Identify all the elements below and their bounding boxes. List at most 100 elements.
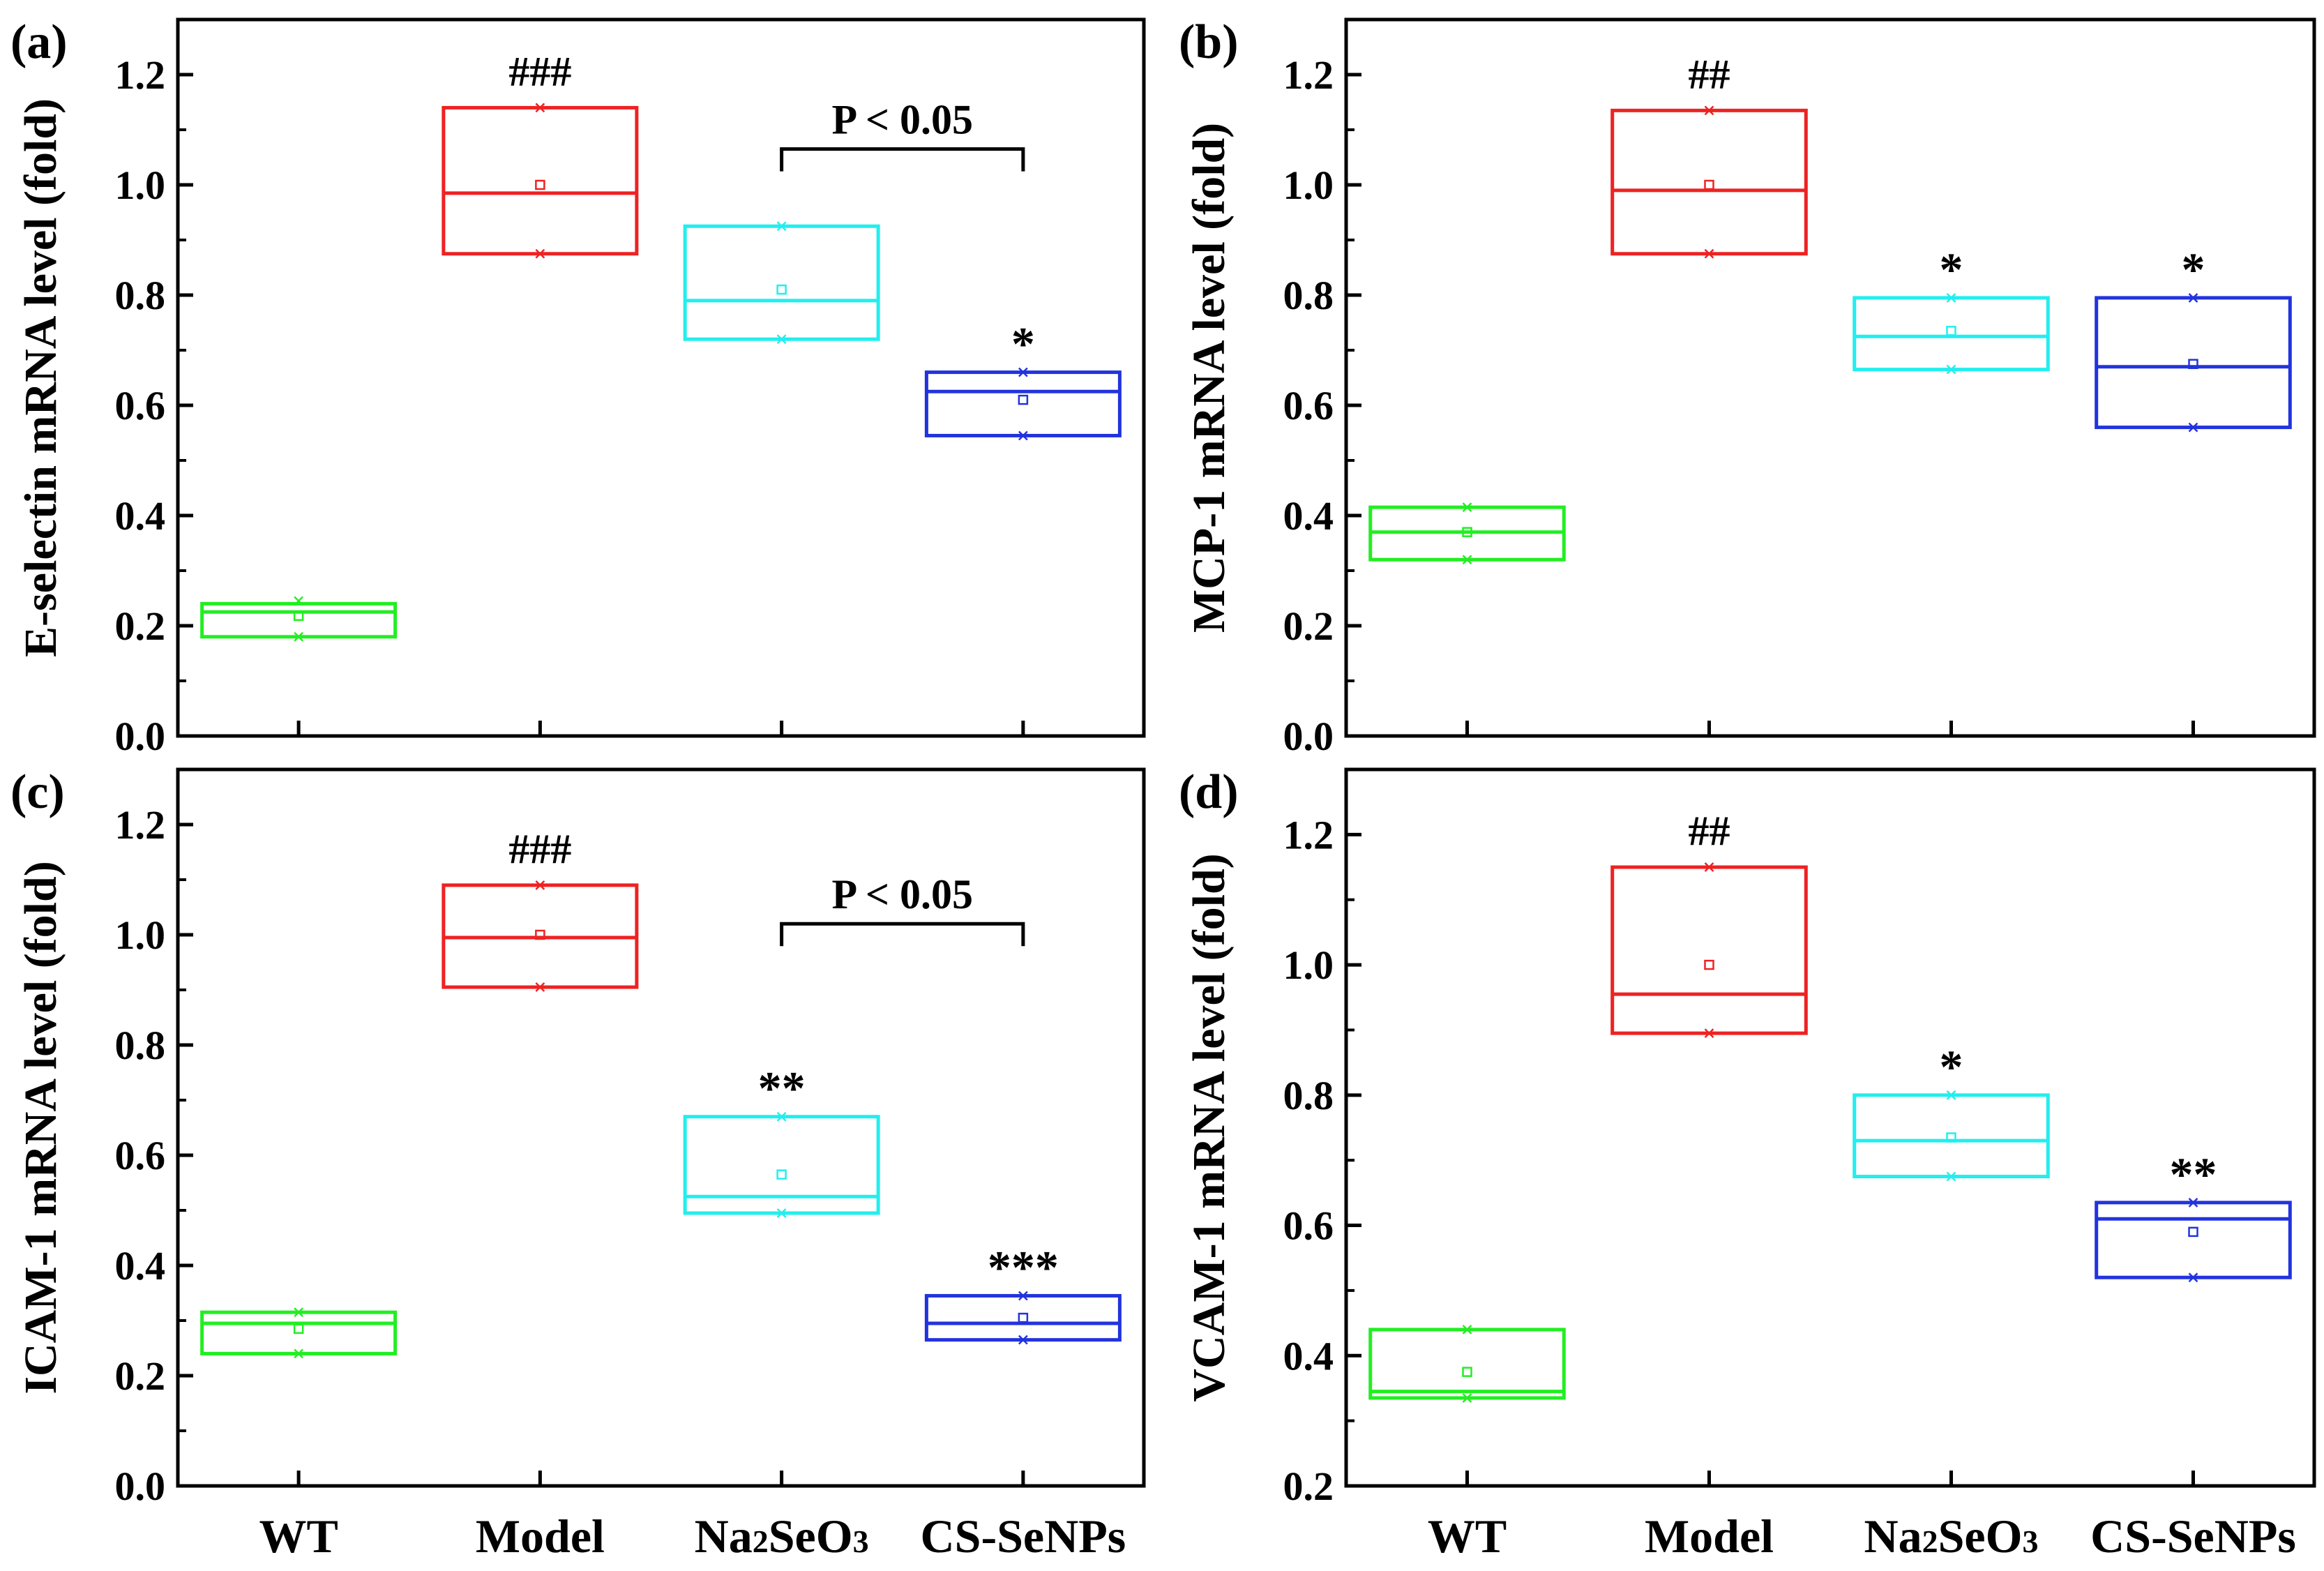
box-iqr xyxy=(2095,1201,2292,1279)
y-tick-label: 0.0 xyxy=(1283,714,1334,759)
p-value-label: P < 0.05 xyxy=(831,97,973,143)
box-extreme-marker xyxy=(1462,1325,1472,1335)
box-na2seo3: * xyxy=(1853,1040,2050,1182)
box-extreme-marker xyxy=(294,596,304,606)
box-iqr xyxy=(1368,1328,1566,1400)
y-tick-label: 0.8 xyxy=(115,1023,166,1068)
box-extreme-marker xyxy=(1462,1393,1472,1403)
box-extreme-marker xyxy=(294,1348,304,1359)
box-extreme-marker xyxy=(535,880,545,890)
box-extreme-marker xyxy=(776,334,787,345)
plot-frame xyxy=(1344,767,2316,1488)
p-value-label: P < 0.05 xyxy=(831,871,973,917)
box-mean-marker xyxy=(1462,527,1472,537)
significance-mark: ## xyxy=(1689,51,1730,97)
p-value-bracket xyxy=(780,922,1025,947)
box-iqr xyxy=(1610,108,1808,256)
box-mean-marker xyxy=(1704,179,1714,190)
x-category-label: CS-SeNPs xyxy=(921,1510,1126,1563)
box-extreme-marker xyxy=(1018,430,1028,441)
box-extreme-marker xyxy=(1946,1171,1956,1182)
y-tick-label: 0.8 xyxy=(115,273,166,318)
x-category-label: WT xyxy=(259,1510,338,1563)
significance-mark: *** xyxy=(988,1240,1059,1293)
box-extreme-marker xyxy=(776,1208,787,1218)
box-extreme-marker xyxy=(2188,293,2198,303)
box-extreme-marker xyxy=(1704,105,1714,116)
panel-label: (b) xyxy=(1179,15,1239,69)
y-tick-label: 0.2 xyxy=(115,603,166,649)
plot-frame xyxy=(1344,17,2316,738)
box-extreme-marker xyxy=(1946,293,1956,303)
significance-mark: ** xyxy=(2170,1148,2217,1201)
panel-a: 0.0 0.2 0.4 0.6 0.8 1.0 1.2 E-selectin mRNA lev… xyxy=(10,15,1146,759)
significance-mark: * xyxy=(1940,1040,1963,1093)
y-tick-label: 0.6 xyxy=(1283,1203,1334,1249)
panel-c: 0.0 0.2 0.4 0.6 0.8 1.0 1.2 ICAM-1 mRNA level (… xyxy=(10,765,1146,1563)
box-mean-marker xyxy=(535,179,545,190)
box-na2seo3: ** xyxy=(683,1062,880,1218)
box-model: ## xyxy=(1610,808,1808,1039)
y-tick-label: 1.0 xyxy=(115,163,166,208)
box-model: ## xyxy=(1610,51,1808,259)
y-tick-label: 0.0 xyxy=(115,714,166,759)
box-mean-marker xyxy=(1462,1367,1472,1377)
y-tick-label: 0.8 xyxy=(1283,273,1334,318)
y-axis-label: E-selectin mRNA level (fold) xyxy=(15,98,66,657)
box-iqr xyxy=(1853,296,2050,372)
box-extreme-marker xyxy=(1462,555,1472,565)
y-tick-label: 1.0 xyxy=(1283,163,1334,208)
box-mean-marker xyxy=(1946,326,1956,336)
box-wt xyxy=(1368,502,1566,565)
box-iqr xyxy=(924,1293,1122,1342)
box-iqr xyxy=(683,1115,880,1215)
x-category-label: CS-SeNPs xyxy=(2090,1510,2296,1563)
x-category-label: WT xyxy=(1428,1510,1507,1563)
x-category-label: Na2SeO3 xyxy=(1864,1510,2038,1563)
box-extreme-marker xyxy=(1704,1028,1714,1039)
significance-mark: * xyxy=(1011,317,1035,370)
y-tick-label: 0.0 xyxy=(115,1464,166,1509)
box-extreme-marker xyxy=(1946,1090,1956,1100)
box-wt xyxy=(1368,1325,1566,1403)
box-extreme-marker xyxy=(535,982,545,992)
box-extreme-marker xyxy=(535,103,545,113)
y-tick-label: 1.2 xyxy=(115,52,166,98)
box-extreme-marker xyxy=(1018,1335,1028,1345)
y-tick-label: 1.2 xyxy=(115,802,166,848)
box-cs-senps: *** xyxy=(924,1240,1122,1345)
box-mean-marker xyxy=(1018,1312,1029,1323)
y-axis-label: VCAM-1 mRNA level (fold) xyxy=(1184,853,1235,1401)
box-extreme-marker xyxy=(1018,367,1028,377)
panel-label: (d) xyxy=(1179,765,1239,819)
box-extreme-marker xyxy=(535,248,545,259)
box-extreme-marker xyxy=(776,1111,787,1122)
y-tick-label: 0.6 xyxy=(1283,383,1334,428)
y-tick-label: 0.4 xyxy=(115,493,166,539)
y-tick-label: 1.2 xyxy=(1283,52,1334,98)
box-extreme-marker xyxy=(2188,422,2198,433)
box-extreme-marker xyxy=(294,1307,304,1318)
box-extreme-marker xyxy=(1946,364,1956,375)
box-extreme-marker xyxy=(1018,1291,1028,1301)
y-tick-label: 1.0 xyxy=(1283,942,1334,988)
significance-mark: ### xyxy=(508,826,571,872)
box-mean-marker xyxy=(1946,1132,1956,1143)
box-iqr xyxy=(2095,296,2292,430)
box-cs-senps: * xyxy=(924,317,1122,441)
y-tick-label: 0.4 xyxy=(115,1243,166,1288)
box-cs-senps: ** xyxy=(2095,1148,2292,1283)
box-mean-marker xyxy=(293,1323,304,1335)
box-cs-senps: * xyxy=(2095,243,2292,433)
y-tick-label: 1.0 xyxy=(115,912,166,958)
box-na2seo3: * xyxy=(1853,243,2050,375)
box-iqr xyxy=(683,224,880,341)
significance-mark: * xyxy=(1940,243,1963,296)
x-category-label: Model xyxy=(1645,1510,1774,1563)
box-model: ### xyxy=(442,48,639,259)
plot-frame xyxy=(176,17,1146,738)
box-mean-marker xyxy=(776,284,787,295)
x-category-label: Model xyxy=(476,1510,605,1563)
box-wt xyxy=(200,596,398,642)
y-tick-label: 0.2 xyxy=(1283,603,1334,649)
